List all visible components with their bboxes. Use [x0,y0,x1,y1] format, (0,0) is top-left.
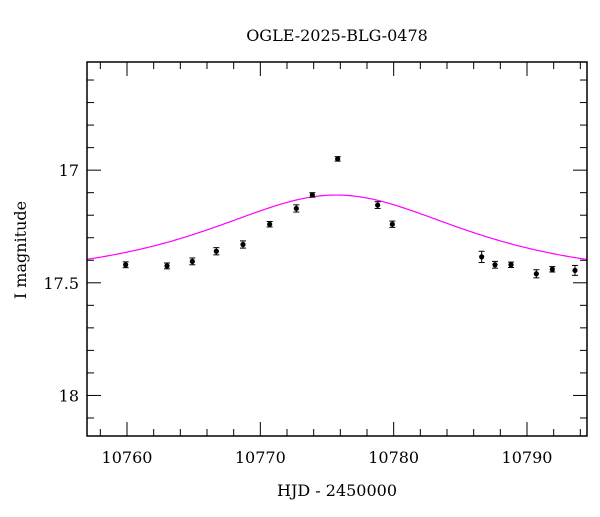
x-axis-label: HJD - 2450000 [277,481,397,500]
data-point [293,205,299,212]
chart-title: OGLE-2025-BLG-0478 [246,26,428,45]
plot-frame [86,61,588,437]
data-point-group [334,156,341,162]
data-point [240,241,246,248]
data-point-group [213,247,220,256]
data-point-group [492,260,498,269]
x-tick-label: 10770 [235,448,286,467]
data-point-group [549,266,556,273]
data-point-group [293,204,300,213]
y-tick-label: 18 [59,386,79,405]
data-point [533,271,539,277]
tick-labels: 10760 10770 10780 10790 17 17.5 18 [43,161,552,467]
data-point [335,156,341,162]
data-point [572,267,578,274]
y-tick-label: 17.5 [43,274,79,293]
data-point [492,262,498,268]
data-point [309,192,315,198]
data-point-group [266,221,273,228]
data-point [164,263,170,269]
data-point-group [189,257,196,266]
y-axis-label: I magnitude [11,201,30,299]
data-point-group [164,262,170,270]
x-tick-label: 10790 [502,448,553,467]
data-point [389,221,395,227]
x-tick-label: 10780 [368,448,419,467]
data-point [267,221,273,227]
data-point [508,262,514,268]
data-point [123,262,129,268]
y-tick-label: 17 [59,161,79,180]
data-points-layer [122,156,578,279]
data-point-group [389,220,396,228]
data-point [213,248,219,254]
data-point-group [309,192,316,198]
tick-marks [87,62,587,436]
data-point-group [533,269,540,279]
data-point [189,258,195,264]
data-point-group [572,264,578,276]
data-point [479,254,485,260]
data-point-group [374,201,381,209]
data-point-group [122,261,129,269]
x-tick-label: 10760 [102,448,153,467]
model-curve-layer [86,194,588,261]
data-point [375,202,381,208]
data-point [549,266,555,272]
data-point-group [240,240,246,249]
data-point-group [478,250,485,264]
model-curve [86,194,588,261]
data-point-group [508,261,514,268]
